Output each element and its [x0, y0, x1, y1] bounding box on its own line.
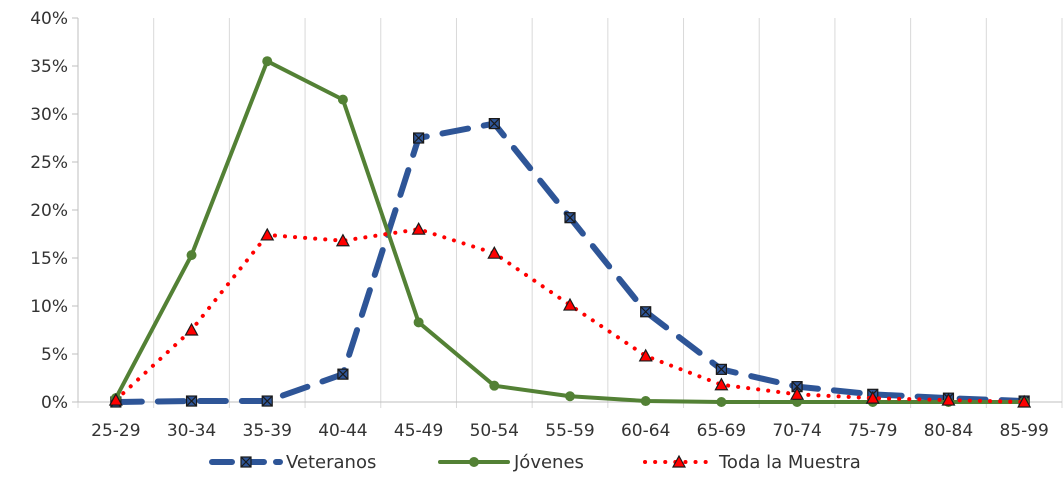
- x-tick-label: 55-59: [545, 421, 594, 441]
- data-point: [260, 227, 275, 241]
- series-line: [113, 227, 1027, 404]
- data-point: [640, 306, 652, 318]
- data-point: [261, 395, 273, 407]
- x-tick-label: 45-49: [394, 421, 443, 441]
- series-j-venes: [110, 56, 1030, 407]
- series-layer: [108, 56, 1032, 408]
- legend-label: Jóvenes: [513, 452, 584, 473]
- legend-label: Veteranos: [286, 452, 376, 473]
- y-tick-label: 30%: [30, 105, 68, 125]
- data-point: [337, 368, 349, 380]
- data-point: [108, 392, 123, 406]
- data-point: [337, 94, 348, 105]
- data-point: [262, 56, 273, 67]
- series-line: [113, 59, 1027, 404]
- legend-marker: [671, 454, 687, 468]
- data-point: [411, 221, 426, 235]
- x-tick-label: 70-74: [772, 421, 821, 441]
- data-point: [715, 363, 727, 375]
- data-point: [865, 390, 880, 404]
- data-point: [564, 212, 576, 224]
- legend-item: Jóvenes: [438, 452, 584, 473]
- axis-layer: 0% 5% 10% 15% 20% 25% 30% 35% 40% 25-29 30-34 35-39…: [30, 9, 1062, 441]
- legend: Veteranos Jóvenes Toda la Muestra: [209, 452, 861, 473]
- legend-marker: [469, 457, 479, 467]
- x-tick-label: 65-69: [697, 421, 746, 441]
- data-point: [790, 387, 805, 400]
- x-tick-label: 80-84: [924, 421, 973, 441]
- legend-item: Veteranos: [209, 452, 376, 473]
- data-point: [413, 132, 425, 144]
- y-tick-label: 0%: [41, 393, 68, 413]
- y-tick-label: 35%: [30, 57, 68, 77]
- data-point: [638, 348, 653, 362]
- data-point: [185, 395, 198, 407]
- y-tick-label: 40%: [30, 9, 68, 29]
- x-tick-label: 35-39: [243, 421, 292, 441]
- x-tick-label: 30-34: [167, 421, 216, 441]
- data-point: [716, 397, 727, 407]
- series-toda-la-muestra: [108, 221, 1032, 408]
- y-tick-label: 5%: [41, 345, 68, 365]
- y-tick-label: 15%: [30, 249, 68, 269]
- x-tick-label: 50-54: [470, 421, 519, 441]
- series-veteranos: [110, 117, 1030, 408]
- data-point: [335, 233, 350, 247]
- x-tick-label: 60-64: [621, 421, 670, 441]
- x-tick-label: 75-79: [848, 421, 897, 441]
- data-point: [413, 317, 424, 328]
- data-point: [487, 245, 502, 259]
- data-point: [941, 392, 956, 406]
- legend-label: Toda la Muestra: [718, 452, 861, 473]
- data-point: [714, 377, 729, 391]
- data-point: [186, 250, 197, 261]
- x-tick-label: 40-44: [318, 421, 367, 441]
- y-tick-label: 10%: [30, 297, 68, 317]
- series-line: [112, 120, 1028, 405]
- y-tick-label: 25%: [30, 153, 68, 173]
- x-tick-label: 25-29: [91, 421, 140, 441]
- x-tick-label: 85-99: [999, 421, 1048, 441]
- data-point: [1017, 394, 1032, 408]
- y-tick-label: 20%: [30, 201, 68, 221]
- data-point: [640, 396, 651, 407]
- data-point: [565, 391, 575, 402]
- data-point: [488, 117, 500, 130]
- legend-marker: [240, 456, 252, 468]
- data-point: [184, 322, 199, 336]
- legend-item: Toda la Muestra: [643, 452, 861, 473]
- data-point: [562, 297, 578, 311]
- data-point: [489, 380, 500, 391]
